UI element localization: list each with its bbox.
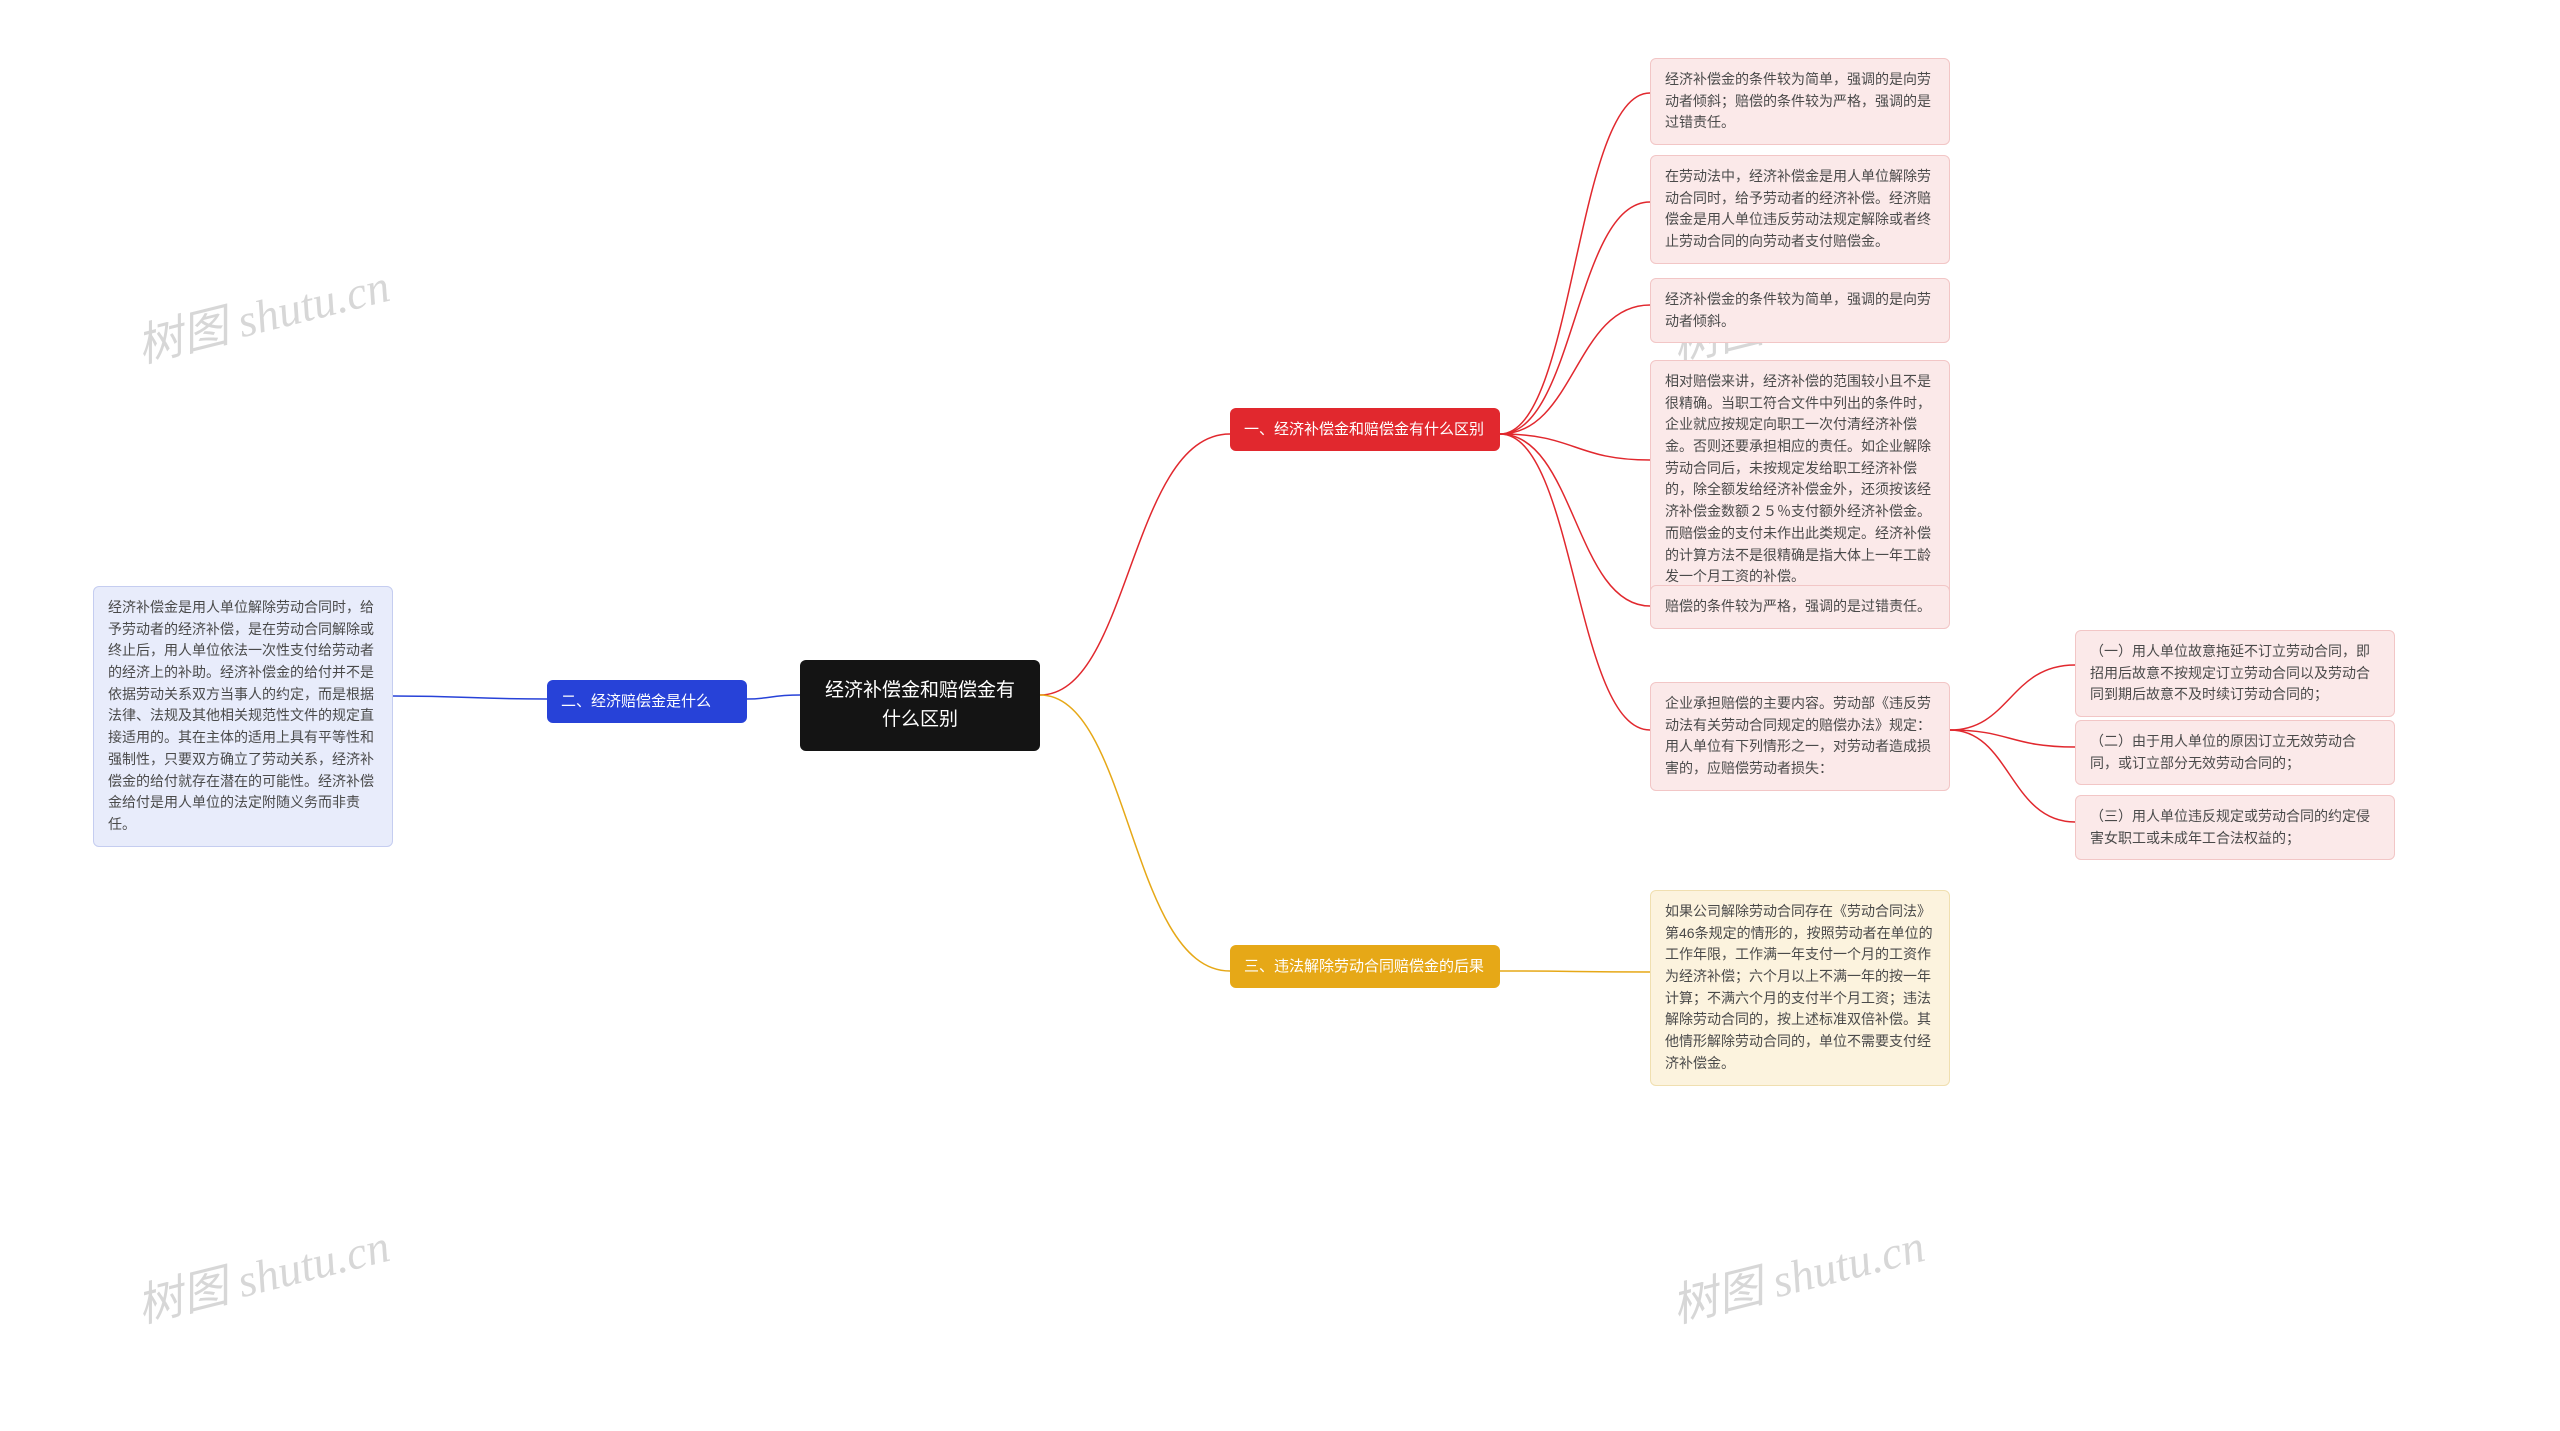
leaf-node[interactable]: 如果公司解除劳动合同存在《劳动合同法》第46条规定的情形的，按照劳动者在单位的工… — [1650, 890, 1950, 1086]
branch-3[interactable]: 三、违法解除劳动合同赔偿金的后果 — [1230, 945, 1500, 988]
leaf-node[interactable]: 相对赔偿来讲，经济补偿的范围较小且不是很精确。当职工符合文件中列出的条件时，企业… — [1650, 360, 1950, 599]
leaf-node[interactable]: 在劳动法中，经济补偿金是用人单位解除劳动合同时，给予劳动者的经济补偿。经济赔偿金… — [1650, 155, 1950, 264]
root-node[interactable]: 经济补偿金和赔偿金有什么区别 — [800, 660, 1040, 751]
branch-2[interactable]: 二、经济赔偿金是什么 — [547, 680, 747, 723]
watermark: 树图 shutu.cn — [129, 1210, 395, 1336]
leaf-node[interactable]: 经济补偿金是用人单位解除劳动合同时，给予劳动者的经济补偿，是在劳动合同解除或终止… — [93, 586, 393, 847]
watermark: 树图 shutu.cn — [1664, 1210, 1930, 1336]
leaf-node[interactable]: 经济补偿金的条件较为简单，强调的是向劳动者倾斜。 — [1650, 278, 1950, 343]
branch-1[interactable]: 一、经济补偿金和赔偿金有什么区别 — [1230, 408, 1500, 451]
leaf-node[interactable]: （二）由于用人单位的原因订立无效劳动合同，或订立部分无效劳动合同的； — [2075, 720, 2395, 785]
leaf-node[interactable]: 企业承担赔偿的主要内容。劳动部《违反劳动法有关劳动合同规定的赔偿办法》规定：用人… — [1650, 682, 1950, 791]
leaf-node[interactable]: （三）用人单位违反规定或劳动合同的约定侵害女职工或未成年工合法权益的； — [2075, 795, 2395, 860]
leaf-node[interactable]: 赔偿的条件较为严格，强调的是过错责任。 — [1650, 585, 1950, 629]
leaf-node[interactable]: （一）用人单位故意拖延不订立劳动合同，即招用后故意不按规定订立劳动合同以及劳动合… — [2075, 630, 2395, 717]
leaf-node[interactable]: 经济补偿金的条件较为简单，强调的是向劳动者倾斜；赔偿的条件较为严格，强调的是过错… — [1650, 58, 1950, 145]
watermark: 树图 shutu.cn — [129, 250, 395, 376]
